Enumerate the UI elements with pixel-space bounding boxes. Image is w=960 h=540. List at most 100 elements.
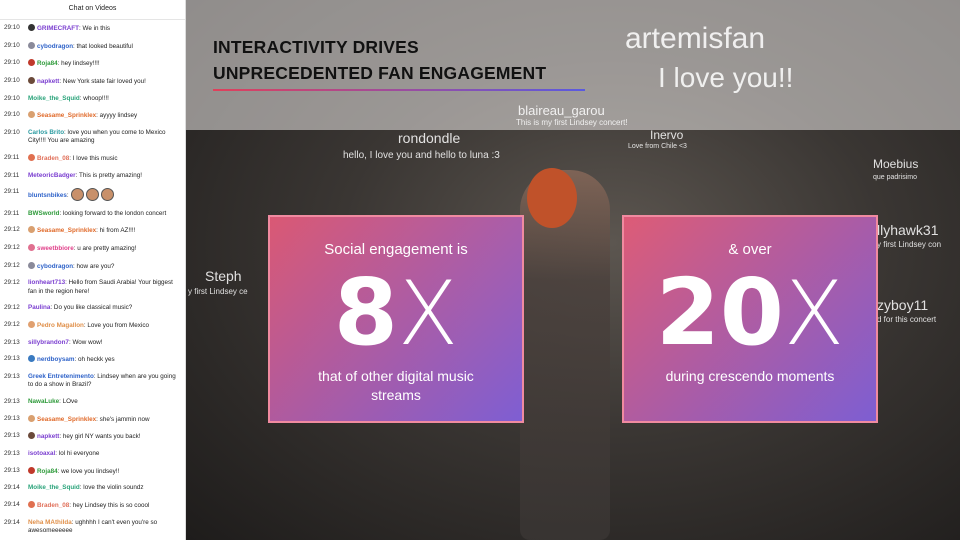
avatar bbox=[28, 261, 35, 269]
timestamp: 29:11 bbox=[4, 171, 20, 179]
timestamp: 29:11 bbox=[4, 188, 20, 196]
username: napkett bbox=[37, 433, 60, 441]
message-body: isotoaxal: lol hi everyone bbox=[28, 450, 99, 459]
chat-message: 29:14 Neha MAthilda: ughhhh I can't even … bbox=[0, 519, 185, 536]
chat-message: 29:10 Seasame_Sprinklex: ayyyy lindsey bbox=[0, 111, 185, 121]
message-text: : hi from AZ!!!! bbox=[96, 227, 136, 235]
background-message: blaireau_garou bbox=[518, 103, 605, 118]
message-body: Seasame_Sprinklex: hi from AZ!!!! bbox=[28, 226, 135, 236]
slide-title: INTERACTIVITY DRIVES bbox=[213, 37, 419, 57]
chat-message: 29:13 Roja84: we love you lindsey!! bbox=[0, 466, 185, 477]
message-text: : love the violin soundz bbox=[79, 484, 144, 492]
chat-message: 29:12 Pedro Magallon: Love you from Mexic… bbox=[0, 321, 185, 331]
username: bluntsnbikes bbox=[28, 192, 67, 200]
timestamp: 29:13 bbox=[4, 338, 20, 346]
message-body: lionheart713: Hello from Saudi Arabia! Y… bbox=[28, 279, 179, 296]
avatar bbox=[28, 243, 35, 251]
username: Seasame_Sprinklex bbox=[37, 415, 97, 423]
message-body: GRIMECRAFT: We in this bbox=[28, 24, 110, 34]
performer-hair bbox=[527, 168, 577, 228]
message-text: : ayyyy lindsey bbox=[96, 112, 138, 120]
emote bbox=[70, 188, 84, 202]
chat-message: 29:13 isotoaxal: lol hi everyone bbox=[0, 450, 185, 459]
message-text: : lol hi everyone bbox=[55, 450, 100, 458]
timestamp: 29:14 bbox=[4, 518, 20, 526]
message-body: Seasame_Sprinklex: she's jammin now bbox=[28, 414, 150, 425]
message-body: Braden_08: I love this music bbox=[28, 154, 118, 164]
timestamp: 29:13 bbox=[4, 355, 20, 363]
username: cybodragon bbox=[37, 262, 74, 270]
avatar bbox=[28, 466, 35, 474]
username: Braden_08 bbox=[37, 155, 70, 163]
message-text: : hey girl NY wants you back! bbox=[59, 433, 141, 441]
message-body: Moike_the_Squid: love the violin soundz bbox=[28, 484, 144, 493]
message-body: napkett: hey girl NY wants you back! bbox=[28, 432, 141, 442]
message-body: BWSworld: looking forward to the london … bbox=[28, 210, 166, 219]
message-text: : Lindsey when are you going to do a sho… bbox=[28, 372, 176, 389]
chat-message: 29:11 MeteoricBadger: This is pretty amaz… bbox=[0, 172, 185, 181]
message-text: : Love you from Mexico bbox=[83, 322, 149, 329]
username: Neha MAthilda bbox=[28, 518, 72, 526]
avatar bbox=[28, 501, 35, 509]
username: isotoaxal bbox=[28, 450, 56, 458]
timestamp: 29:13 bbox=[4, 398, 20, 406]
message-text: : hey lindsey!!!! bbox=[57, 60, 100, 68]
message-body: Pedro Magallon: Love you from Mexico bbox=[28, 321, 149, 331]
chat-message: 29:14 Moike_the_Squid: love the violin so… bbox=[0, 484, 185, 493]
background-message: zyboy11 bbox=[877, 297, 929, 313]
username: Greek Entretenimento bbox=[28, 372, 94, 380]
message-body: NawaLuke: LOve bbox=[28, 398, 78, 407]
chat-message: 29:11 Braden_08: I love this music bbox=[0, 154, 185, 164]
chat-message: 29:13 napkett: hey girl NY wants you back… bbox=[0, 432, 185, 442]
avatar bbox=[28, 111, 35, 119]
message-text: : oh heckk yes bbox=[74, 356, 115, 364]
background-message: artemisfan bbox=[625, 22, 766, 55]
message-body: nerdboysam: oh heckk yes bbox=[28, 355, 115, 365]
stat-suffix: X bbox=[397, 262, 459, 365]
username: Seasame_Sprinklex bbox=[37, 112, 97, 120]
message-body: Seasame_Sprinklex: ayyyy lindsey bbox=[28, 111, 137, 121]
username: Roja84 bbox=[37, 467, 58, 475]
message-body: Braden_08: hey Lindsey this is so coool bbox=[28, 501, 149, 511]
message-text: : ughhhh I can't even you're so awesomee… bbox=[28, 518, 158, 535]
chat-message: 29:13 Greek Entretenimento: Lindsey when … bbox=[0, 373, 185, 390]
username: lionheart713 bbox=[28, 279, 66, 287]
chat-title: Chat on Videos bbox=[0, 0, 185, 20]
avatar bbox=[28, 321, 35, 328]
background-message: Steph bbox=[205, 268, 242, 284]
chat-panel: Chat on Videos 29:10 GRIMECRAFT: We in th… bbox=[0, 0, 186, 540]
timestamp: 29:14 bbox=[4, 484, 20, 492]
timestamp: 29:10 bbox=[4, 128, 20, 136]
message-body: Roja84: we love you lindsey!! bbox=[28, 466, 119, 477]
timestamp: 29:10 bbox=[4, 111, 20, 119]
username: Moike_the_Squid bbox=[28, 484, 80, 492]
message-body: Neha MAthilda: ughhhh I can't even you'r… bbox=[28, 519, 179, 536]
title-underline bbox=[213, 89, 585, 91]
timestamp: 29:11 bbox=[4, 209, 20, 217]
message-body: cybodragon: how are you? bbox=[28, 261, 114, 272]
background-message: Love from Chile <3 bbox=[628, 143, 687, 150]
message-body: Roja84: hey lindsey!!!! bbox=[28, 59, 100, 69]
message-text: : We in this bbox=[78, 25, 111, 32]
message-text: : I love this music bbox=[69, 155, 118, 163]
stat-figure: 8X bbox=[270, 263, 522, 364]
message-body: napkett: New York state fair loved you! bbox=[28, 76, 146, 87]
timestamp: 29:12 bbox=[4, 261, 20, 269]
message-text: : bbox=[66, 192, 69, 200]
background-message: d for this concert bbox=[877, 315, 937, 324]
chat-message: 29:10 cybodragon: that looked beautiful bbox=[0, 41, 185, 52]
background-message: y first Lindsey con bbox=[877, 240, 942, 249]
username: cybodragon bbox=[37, 42, 74, 50]
timestamp: 29:12 bbox=[4, 321, 20, 328]
emote bbox=[100, 188, 114, 202]
stat-box: Social engagement is 8X that of other di… bbox=[268, 215, 524, 423]
message-text: : that looked beautiful bbox=[73, 42, 133, 50]
background-message: que padrisimo bbox=[873, 174, 917, 181]
username: GRIMECRAFT bbox=[37, 25, 79, 32]
chat-message: 29:12 Seasame_Sprinklex: hi from AZ!!!! bbox=[0, 226, 185, 236]
stat-bottom: that of other digital music streams bbox=[318, 368, 474, 403]
timestamp: 29:10 bbox=[4, 76, 20, 84]
timestamp: 29:13 bbox=[4, 414, 20, 422]
message-text: : New York state fair loved you! bbox=[59, 77, 146, 85]
